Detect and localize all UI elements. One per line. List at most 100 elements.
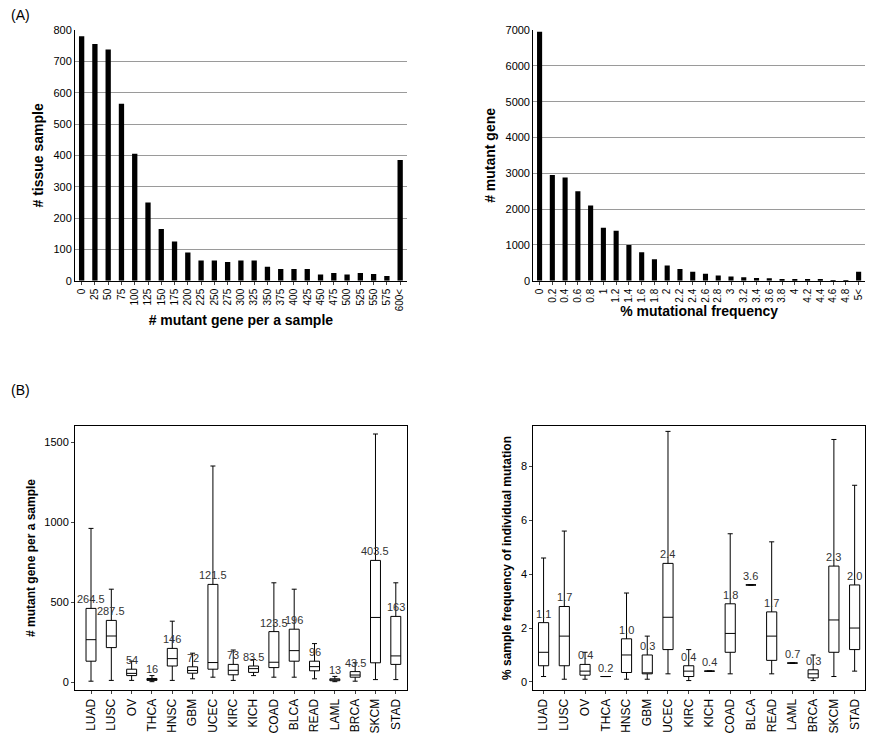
svg-text:# mutant gene: # mutant gene bbox=[482, 108, 498, 203]
svg-text:LUAD: LUAD bbox=[84, 698, 98, 730]
svg-text:COAD: COAD bbox=[723, 698, 737, 733]
svg-text:STAD: STAD bbox=[848, 698, 862, 729]
svg-text:2.4: 2.4 bbox=[687, 288, 698, 302]
svg-text:2.0: 2.0 bbox=[847, 570, 862, 582]
svg-text:READ: READ bbox=[765, 698, 779, 732]
svg-text:175: 175 bbox=[169, 288, 180, 305]
svg-text:KICH: KICH bbox=[702, 699, 716, 728]
svg-text:SKCM: SKCM bbox=[368, 699, 382, 734]
svg-text:0.4: 0.4 bbox=[681, 651, 696, 663]
svg-text:LUAD: LUAD bbox=[536, 698, 550, 730]
svg-text:121.5: 121.5 bbox=[199, 569, 227, 581]
svg-text:1.2: 1.2 bbox=[610, 288, 621, 302]
svg-text:GBM: GBM bbox=[186, 699, 200, 726]
svg-text:500: 500 bbox=[53, 118, 71, 130]
svg-text:LUSC: LUSC bbox=[557, 698, 571, 730]
svg-text:5<: 5< bbox=[853, 289, 864, 301]
svg-text:0: 0 bbox=[66, 275, 72, 287]
svg-text:83.5: 83.5 bbox=[243, 651, 264, 663]
svg-text:UCEC: UCEC bbox=[661, 698, 675, 732]
svg-text:THCA: THCA bbox=[145, 699, 159, 732]
svg-text:2.2: 2.2 bbox=[674, 288, 685, 302]
svg-text:BLCA: BLCA bbox=[287, 699, 301, 730]
svg-text:13: 13 bbox=[329, 664, 341, 676]
svg-text:264.5: 264.5 bbox=[77, 593, 105, 605]
svg-text:0: 0 bbox=[76, 288, 87, 294]
svg-text:96: 96 bbox=[309, 646, 321, 658]
svg-text:1000: 1000 bbox=[506, 239, 530, 251]
svg-text:6000: 6000 bbox=[506, 60, 530, 72]
svg-text:KIRC: KIRC bbox=[226, 698, 240, 727]
svg-text:4: 4 bbox=[789, 288, 800, 294]
svg-text:GBM: GBM bbox=[640, 699, 654, 726]
svg-text:43.5: 43.5 bbox=[345, 657, 366, 669]
svg-text:% mutational frequency: % mutational frequency bbox=[620, 303, 778, 319]
svg-text:1.1: 1.1 bbox=[536, 608, 551, 620]
svg-text:1.0: 1.0 bbox=[619, 624, 634, 636]
svg-text:8: 8 bbox=[521, 460, 527, 472]
svg-text:2.6: 2.6 bbox=[700, 288, 711, 302]
svg-text:425: 425 bbox=[302, 288, 313, 305]
svg-text:1500: 1500 bbox=[44, 436, 68, 448]
svg-text:(A): (A) bbox=[11, 7, 30, 23]
svg-text:LAML: LAML bbox=[785, 698, 799, 730]
svg-text:3.6: 3.6 bbox=[764, 288, 775, 302]
svg-text:KICH: KICH bbox=[246, 699, 260, 728]
svg-text:1.7: 1.7 bbox=[557, 591, 572, 603]
svg-text:0.2: 0.2 bbox=[547, 288, 558, 302]
svg-text:800: 800 bbox=[53, 24, 71, 36]
svg-text:287.5: 287.5 bbox=[97, 605, 125, 617]
svg-text:250: 250 bbox=[209, 288, 220, 305]
svg-text:7000: 7000 bbox=[506, 24, 530, 36]
svg-text:50: 50 bbox=[102, 288, 113, 300]
svg-text:3: 3 bbox=[725, 288, 736, 294]
svg-text:4.2: 4.2 bbox=[802, 288, 813, 302]
svg-text:UCEC: UCEC bbox=[206, 698, 220, 732]
svg-text:0.4: 0.4 bbox=[578, 649, 593, 661]
svg-text:OV: OV bbox=[578, 699, 592, 716]
svg-text:275: 275 bbox=[222, 288, 233, 305]
svg-text:COAD: COAD bbox=[267, 698, 281, 733]
svg-text:BRCA: BRCA bbox=[806, 699, 820, 732]
svg-text:0: 0 bbox=[521, 676, 527, 688]
svg-text:BLCA: BLCA bbox=[744, 699, 758, 730]
svg-text:2.4: 2.4 bbox=[660, 548, 675, 560]
svg-text:SKCM: SKCM bbox=[827, 699, 841, 734]
svg-text:500: 500 bbox=[341, 288, 352, 305]
svg-text:300: 300 bbox=[235, 288, 246, 305]
svg-text:1000: 1000 bbox=[44, 516, 68, 528]
svg-text:125: 125 bbox=[142, 288, 153, 305]
svg-text:3.8: 3.8 bbox=[776, 288, 787, 302]
svg-text:1.8: 1.8 bbox=[649, 288, 660, 302]
svg-text:# mutant gene per a sample: # mutant gene per a sample bbox=[24, 479, 38, 637]
svg-text:1: 1 bbox=[598, 288, 609, 294]
svg-text:0.7: 0.7 bbox=[785, 648, 800, 660]
svg-text:73: 73 bbox=[227, 649, 239, 661]
svg-text:200: 200 bbox=[53, 212, 71, 224]
svg-text:0: 0 bbox=[524, 275, 530, 287]
svg-text:LAML: LAML bbox=[328, 698, 342, 730]
svg-text:4: 4 bbox=[521, 568, 527, 580]
svg-text:25: 25 bbox=[89, 288, 100, 300]
svg-text:325: 325 bbox=[248, 288, 259, 305]
svg-text:1.7: 1.7 bbox=[764, 597, 779, 609]
svg-text:# tissue sample: # tissue sample bbox=[30, 103, 46, 207]
svg-text:72: 72 bbox=[187, 652, 199, 664]
svg-text:146: 146 bbox=[163, 633, 181, 645]
svg-text:6: 6 bbox=[521, 514, 527, 526]
svg-text:1.8: 1.8 bbox=[723, 589, 738, 601]
svg-text:2.8: 2.8 bbox=[712, 288, 723, 302]
svg-text:2000: 2000 bbox=[506, 203, 530, 215]
svg-text:0.8: 0.8 bbox=[585, 288, 596, 302]
svg-text:0: 0 bbox=[534, 288, 545, 294]
svg-text:700: 700 bbox=[53, 55, 71, 67]
svg-text:0.3: 0.3 bbox=[806, 655, 821, 667]
svg-text:# mutant gene per a sample: # mutant gene per a sample bbox=[149, 312, 334, 328]
svg-text:1.6: 1.6 bbox=[636, 288, 647, 302]
svg-text:475: 475 bbox=[328, 288, 339, 305]
svg-text:3.6: 3.6 bbox=[743, 570, 758, 582]
svg-text:0.4: 0.4 bbox=[702, 656, 717, 668]
svg-text:2.3: 2.3 bbox=[826, 551, 841, 563]
svg-text:600: 600 bbox=[53, 87, 71, 99]
svg-text:OV: OV bbox=[125, 699, 139, 716]
